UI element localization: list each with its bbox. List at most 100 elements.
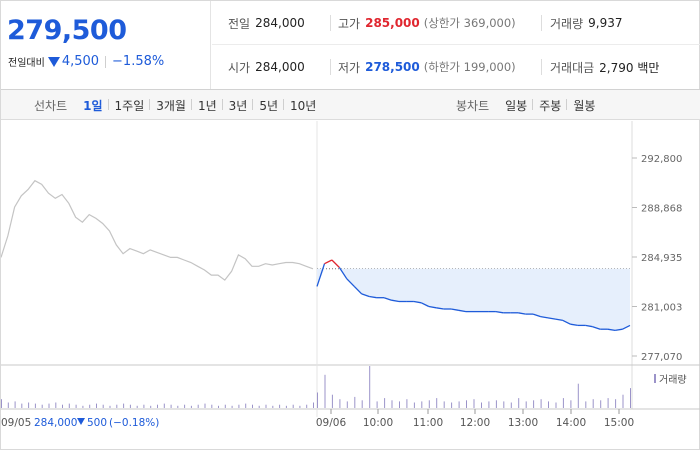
tab-candle-0[interactable]: 일봉: [505, 98, 528, 113]
volume-bar: [406, 399, 408, 408]
volume-bar: [75, 404, 77, 408]
divider: [541, 59, 542, 75]
volume-bar: [177, 405, 179, 408]
tab-candle-2[interactable]: 월봉: [566, 97, 601, 114]
tab-line-0[interactable]: 1일: [83, 98, 103, 113]
tab-line-6[interactable]: 10년: [283, 97, 322, 114]
volume-bar: [436, 398, 438, 408]
volume-bar: [14, 401, 16, 408]
today-series-segment: [361, 293, 370, 298]
volume-bar: [399, 401, 400, 408]
y-tick-label: 281,003: [641, 303, 682, 314]
volume-bar: [299, 405, 301, 408]
divider: [1, 89, 700, 90]
tab-line-2[interactable]: 3개월: [149, 97, 192, 114]
line-chart-label: 선차트: [34, 98, 68, 113]
volume-bar: [109, 405, 111, 408]
down-triangle-icon: [47, 56, 60, 67]
today-series-segment: [622, 324, 631, 330]
volume-bar: [184, 404, 186, 408]
today-series-segment: [369, 295, 377, 299]
volume-bar: [21, 403, 23, 408]
today-series-segment: [338, 267, 348, 280]
volume-bar: [245, 403, 247, 408]
open-label: 시가: [228, 60, 251, 75]
divider: [330, 15, 331, 31]
volume-bar: [413, 402, 415, 408]
volume-bar: [384, 398, 386, 408]
chart-tab-bar: 선차트 1일 1주일 3개월 1년 3년 5년 10년 봉차트 일봉 주봉 월봉: [1, 90, 700, 120]
volume-bar: [7, 402, 9, 408]
volume-bar: [369, 366, 371, 408]
today-series-segment: [353, 285, 363, 295]
prev-day-series-line: [1, 179, 314, 281]
tab-line-4[interactable]: 3년: [221, 97, 254, 114]
volume-bar: [143, 404, 145, 408]
tab-candle-1[interactable]: 주봉: [532, 97, 567, 114]
volume-value: 9,937: [588, 16, 623, 30]
volume-bar: [518, 398, 520, 408]
today-series-segment: [614, 328, 623, 332]
volume-bar: [503, 401, 505, 408]
prev-day-close: 284,000: [34, 417, 77, 429]
volume-bar: [443, 401, 445, 408]
volume-bar: [570, 400, 572, 408]
volume-bar: [495, 400, 497, 408]
volume-bar: [525, 401, 527, 408]
divider: [105, 55, 107, 68]
change-row: 전일대비 4,500 −1.58%: [8, 54, 164, 69]
tab-line-3[interactable]: 1년: [190, 97, 223, 114]
divider: [330, 59, 331, 75]
x-tick-label: 09/06: [316, 417, 347, 429]
x-tick-label: 10:00: [363, 417, 393, 429]
upper-limit: (상한가 369,000): [423, 16, 516, 30]
volume-bar: [116, 404, 118, 408]
low-value: 278,500: [365, 60, 420, 74]
prev-close-value: 284,000: [255, 16, 305, 30]
volume-bar: [592, 399, 594, 408]
volume-bar: [62, 404, 63, 408]
high-value: 285,000: [365, 16, 420, 30]
volume-bar: [428, 400, 430, 408]
volume-bar: [391, 400, 393, 408]
volume-bar: [622, 394, 624, 408]
x-tick-label: 12:00: [460, 417, 490, 429]
today-series-segment: [592, 326, 601, 330]
volume-label: 거래량: [550, 16, 584, 31]
volume-bar: [510, 402, 512, 408]
volume-bar: [376, 401, 378, 408]
today-series-segment: [346, 278, 355, 287]
volume-bar: [540, 399, 542, 408]
volume-bar: [28, 402, 30, 408]
volume-bar: [555, 402, 557, 408]
y-tick-label: 288,868: [641, 204, 682, 215]
today-series-segment: [436, 307, 444, 310]
volume-bar: [361, 400, 363, 408]
today-series-segment: [547, 317, 556, 320]
volume-bar: [197, 404, 199, 408]
volume-bar: [96, 403, 97, 408]
quote-stats: 전일 284,000 고가 285,000 (상한가 369,000) 거래량 …: [212, 1, 700, 89]
tab-line-5[interactable]: 5년: [252, 97, 284, 114]
plot-area: [1, 179, 632, 332]
y-tick-label: 292,800: [641, 154, 682, 165]
y-tick-label: 284,935: [641, 253, 682, 264]
volume-bar: [585, 401, 587, 408]
tab-line-1[interactable]: 1주일: [107, 97, 151, 114]
today-series-segment: [324, 259, 333, 265]
today-series-segment: [391, 299, 400, 303]
today-series-segment: [458, 309, 467, 313]
volume-bar: [34, 403, 36, 408]
today-series-segment: [331, 259, 340, 268]
amount-stat: 거래대금 2,790 백만: [550, 45, 659, 89]
today-series-segment: [428, 305, 437, 309]
lower-limit: (하한가 199,000): [423, 60, 516, 74]
volume-bar: [265, 404, 267, 408]
y-tick-label: 277,070: [641, 352, 682, 363]
open-value: 284,000: [255, 60, 305, 74]
x-tick-label: 15:00: [604, 417, 634, 429]
today-series-segment: [570, 323, 578, 327]
prev-day-change-percent: (−0.18%): [109, 417, 159, 429]
volume-legend-swatch: [654, 374, 656, 383]
